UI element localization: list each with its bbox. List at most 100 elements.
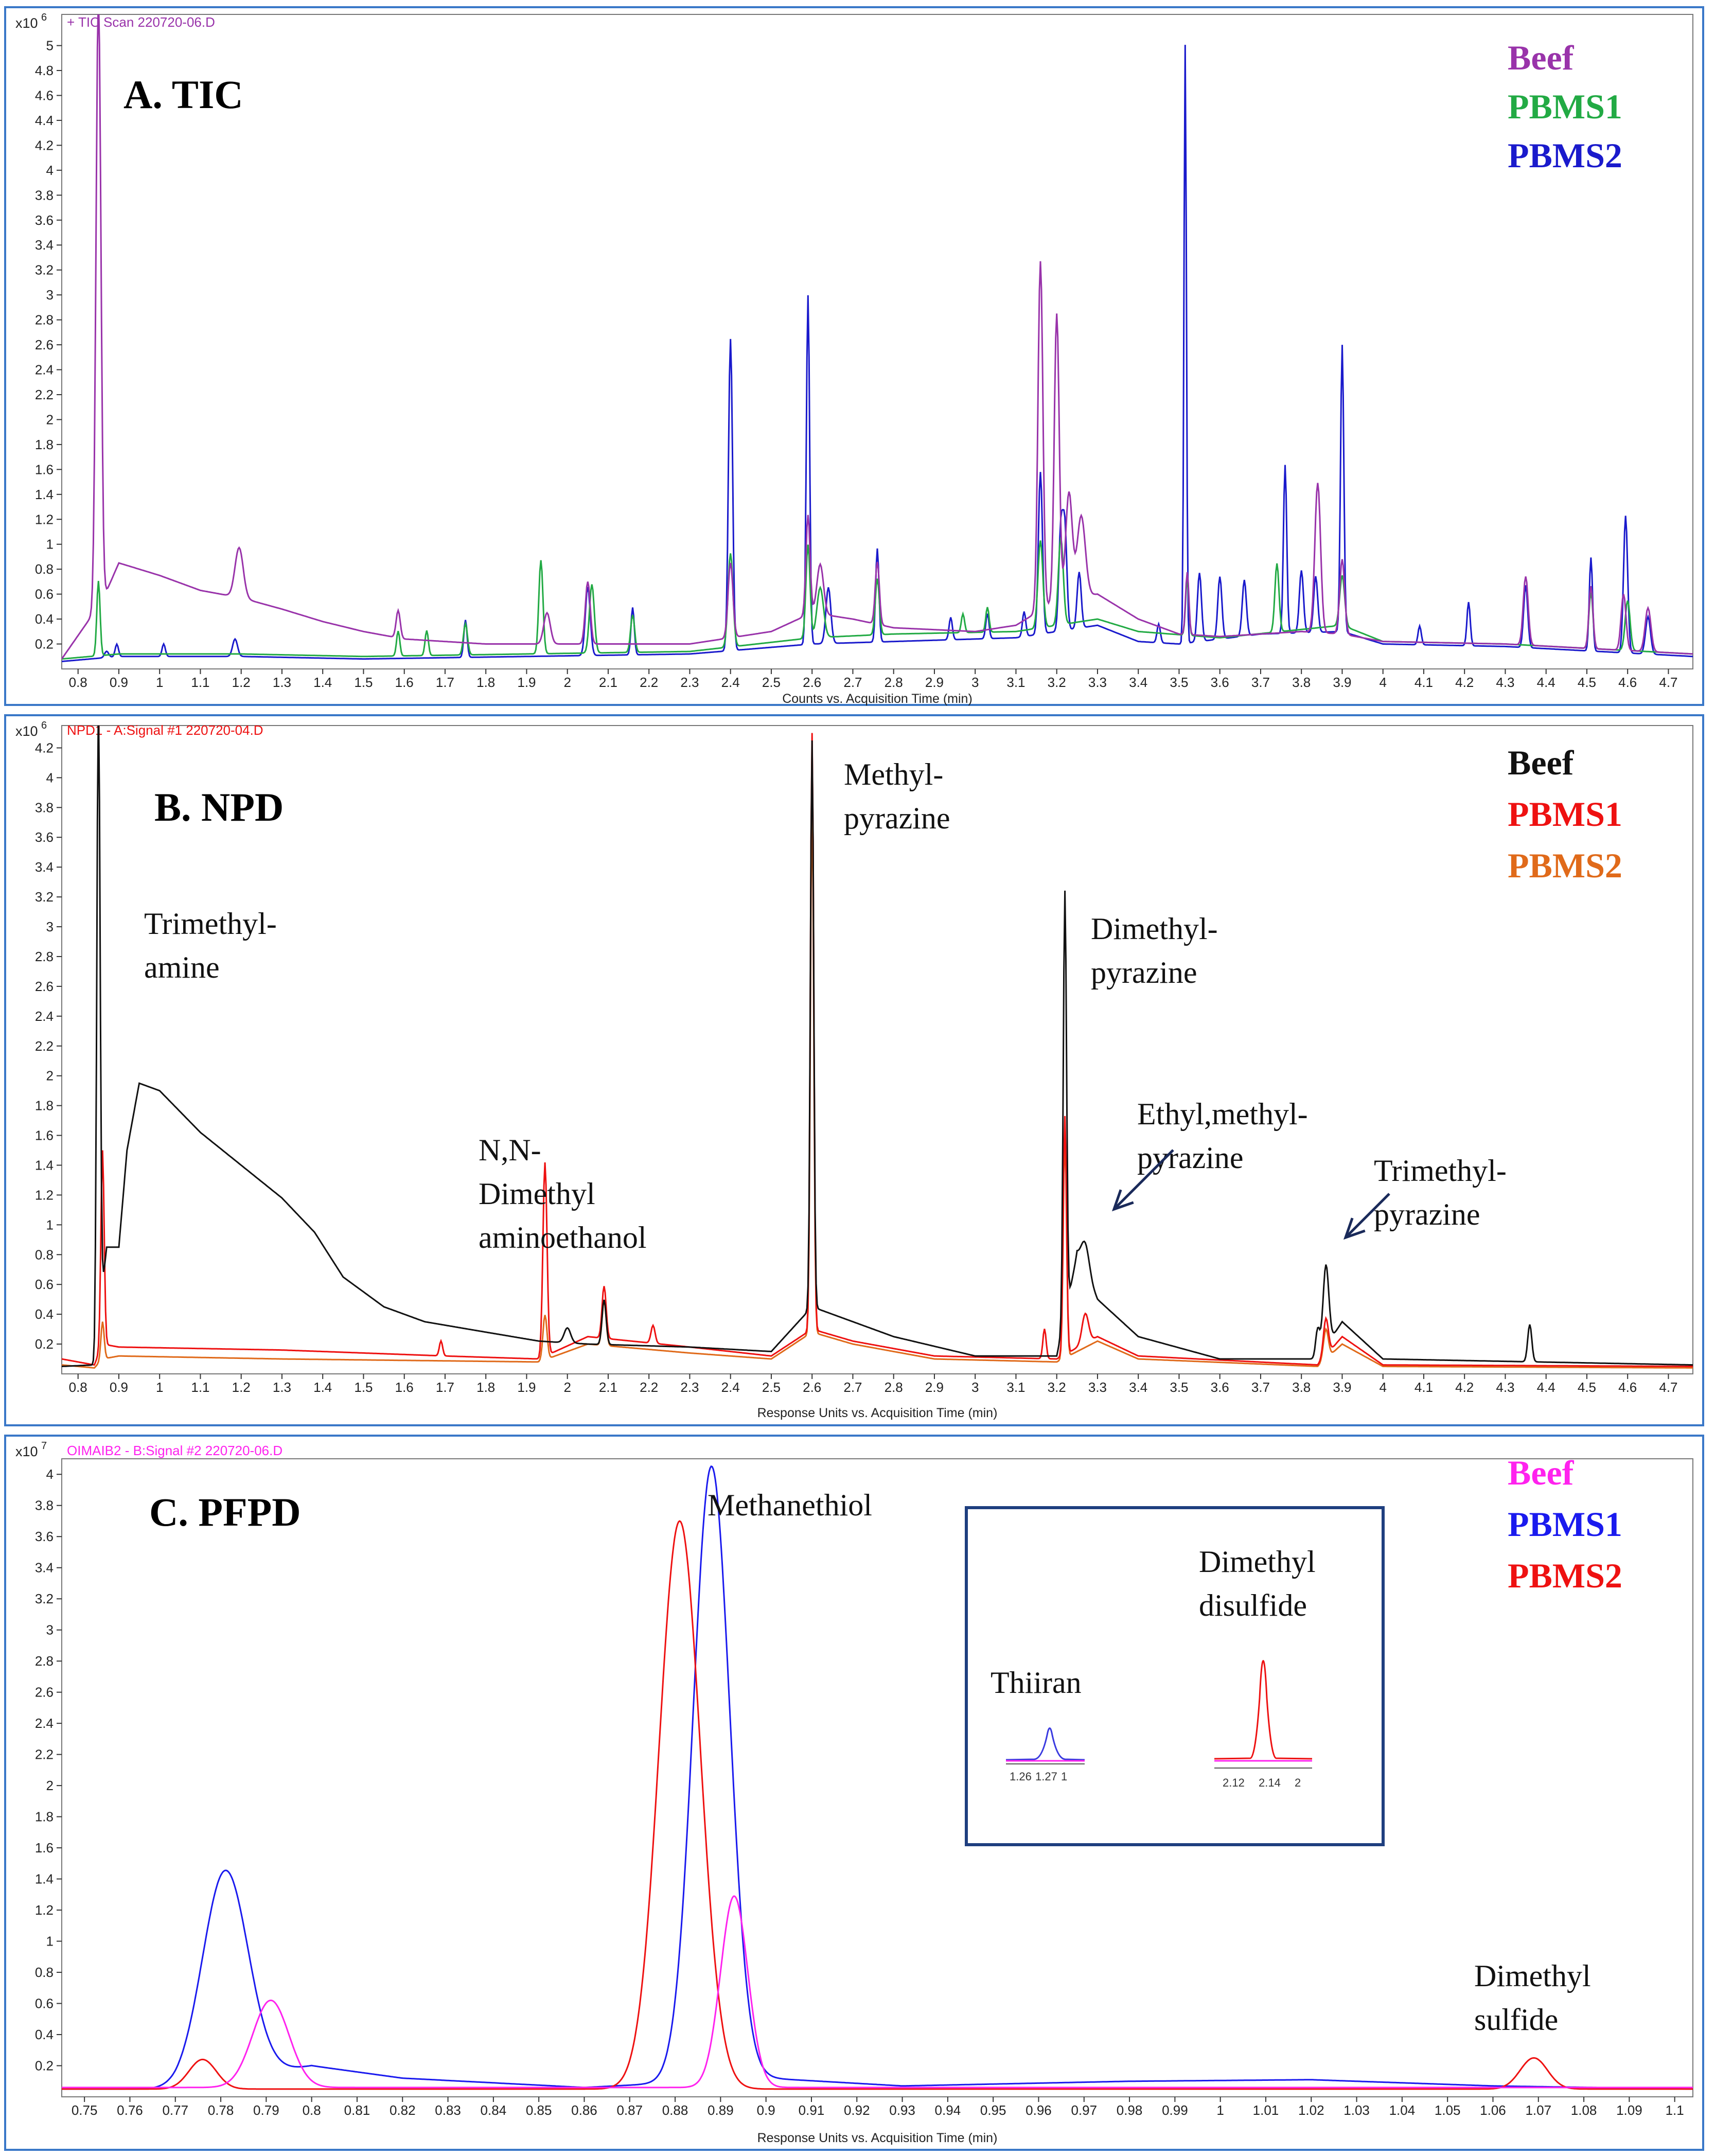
inset-tick-label: 1.27 xyxy=(1035,1770,1057,1783)
x-tick-label: 1.3 xyxy=(273,1380,291,1395)
y-tick-label: 1 xyxy=(46,537,54,552)
y-tick-label: 1.6 xyxy=(35,462,54,477)
x-tick-label: 3.3 xyxy=(1088,675,1107,690)
y-tick-label: 1.2 xyxy=(35,511,54,527)
y-tick-label: 5 xyxy=(46,38,54,54)
y-tick-label: 3.8 xyxy=(35,800,54,815)
x-tick-label: 1.5 xyxy=(354,675,373,690)
plot-area xyxy=(61,725,1693,1374)
x-tick-label: 2.7 xyxy=(843,675,862,690)
x-tick-label: 1.6 xyxy=(395,675,414,690)
series-line-beef xyxy=(62,726,1693,1367)
inset-label-dmds: disulfide xyxy=(1199,1588,1307,1622)
x-tick-label: 3.7 xyxy=(1251,675,1270,690)
y-tick-label: 3.6 xyxy=(35,213,54,228)
panel-pfpd: 0.20.40.60.811.21.41.61.822.22.42.62.833… xyxy=(4,1435,1704,2151)
x-tick-label: 4.2 xyxy=(1455,675,1474,690)
x-tick-label: 0.8 xyxy=(69,1380,87,1395)
x-tick-label: 0.86 xyxy=(571,2102,597,2118)
y-tick-label: 2.2 xyxy=(35,387,54,402)
legend-beef: Beef xyxy=(1508,743,1575,782)
file-label: NPD1 - A:Signal #1 220720-04.D xyxy=(67,722,263,738)
x-tick-label: 2.2 xyxy=(640,1380,658,1395)
peak-annotation: Methyl- xyxy=(844,757,943,791)
x-tick-label: 1.7 xyxy=(436,675,454,690)
y-tick-label: 1.6 xyxy=(35,1840,54,1855)
x-tick-label: 1.08 xyxy=(1571,2102,1597,2118)
y-tick-label: 2.2 xyxy=(35,1038,54,1054)
x-tick-label: 3.6 xyxy=(1211,675,1229,690)
y-tick-label: 2.6 xyxy=(35,337,54,352)
x-tick-label: 3.5 xyxy=(1170,675,1188,690)
x-tick-label: 3.2 xyxy=(1048,1380,1066,1395)
peak-annotation: aminoethanol xyxy=(479,1221,647,1254)
y-tick-label: 3.2 xyxy=(35,889,54,905)
x-tick-label: 1.02 xyxy=(1298,2102,1324,2118)
x-tick-label: 3.9 xyxy=(1333,675,1351,690)
inset-peak-dmds xyxy=(1214,1660,1313,1760)
x-tick-label: 2 xyxy=(563,1380,571,1395)
y-tick-label: 2.4 xyxy=(35,362,54,378)
x-tick-label: 4.1 xyxy=(1415,1380,1433,1395)
panel-tic: 0.2 0.4 0.6 0.8 1 1.2 1.4 1.6 1.8 2 2.2 2.4 2.6 2.8 3 3… xyxy=(4,6,1704,706)
x-tick-label: 0.81 xyxy=(344,2102,370,2118)
y-tick-label: 2 xyxy=(46,1778,54,1793)
legend-pbms2: PBMS2 xyxy=(1508,846,1622,885)
x-tick-label: 0.75 xyxy=(72,2102,98,2118)
x-tick-label: 3.4 xyxy=(1129,675,1147,690)
x-tick-label: 4.6 xyxy=(1618,675,1637,690)
plot-area xyxy=(61,1458,1693,2097)
x-tick-label: 1.9 xyxy=(517,1380,536,1395)
panel-frame xyxy=(4,714,1704,1426)
x-tick-label: 3 xyxy=(971,1380,979,1395)
x-tick-label: 0.9 xyxy=(110,1380,128,1395)
x-tick-label: 0.87 xyxy=(616,2102,643,2118)
y-tick-label: 2.8 xyxy=(35,312,54,328)
x-tick-label: 1.05 xyxy=(1435,2102,1461,2118)
legend-pbms1: PBMS1 xyxy=(1508,87,1622,126)
x-tick-label: 1.2 xyxy=(232,1380,251,1395)
y-tick-label: 1.2 xyxy=(35,1902,54,1918)
y-tick-label: 1.8 xyxy=(35,1098,54,1114)
legend-beef: Beef xyxy=(1508,1453,1575,1492)
y-tick-label: 0.8 xyxy=(35,1247,54,1262)
y-tick-label: 0.8 xyxy=(35,561,54,577)
x-tick-label: 2.3 xyxy=(680,675,699,690)
y-tick-label: 2 xyxy=(46,412,54,427)
y-tick-label: 0.2 xyxy=(35,637,54,652)
x-tick-label: 0.84 xyxy=(481,2102,507,2118)
inset-frame xyxy=(965,1506,1385,1846)
x-tick-label: 0.82 xyxy=(390,2102,416,2118)
x-tick-label: 4.1 xyxy=(1415,675,1433,690)
y-tick-label: 1.8 xyxy=(35,1809,54,1825)
x-tick-label: 1.8 xyxy=(476,675,495,690)
panel-title: A. TIC xyxy=(123,72,243,117)
y-tick-label: 3.2 xyxy=(35,262,54,278)
legend-pbms1: PBMS1 xyxy=(1508,794,1622,834)
x-tick-label: 1.9 xyxy=(517,675,536,690)
x-tick-label: 2.4 xyxy=(721,1380,740,1395)
file-label: + TIC Scan 220720-06.D xyxy=(67,14,215,30)
legend-pbms2: PBMS2 xyxy=(1508,1556,1622,1595)
y-tick-label: 0.4 xyxy=(35,2027,54,2042)
x-tick-label: 0.96 xyxy=(1026,2102,1052,2118)
x-axis-label: Counts vs. Acquisition Time (min) xyxy=(782,692,973,706)
y-tick-label: 3.6 xyxy=(35,829,54,845)
x-tick-label: 3 xyxy=(971,675,979,690)
x-tick-label: 0.85 xyxy=(526,2102,552,2118)
panel-title: B. NPD xyxy=(154,785,284,829)
x-tick-label: 2.8 xyxy=(885,1380,903,1395)
series-line-beef xyxy=(62,14,1693,660)
y-tick-label: 4 xyxy=(46,1466,54,1482)
x-tick-label: 2.2 xyxy=(640,675,658,690)
x-tick-label: 2.1 xyxy=(599,1380,617,1395)
arrow-shaft xyxy=(1113,1149,1174,1210)
y-tick-label: 0.2 xyxy=(35,1336,54,1352)
x-tick-label: 4 xyxy=(1379,675,1386,690)
peak-annotation: Trimethyl- xyxy=(1374,1154,1507,1188)
y-tick-label: 2.8 xyxy=(35,949,54,964)
peak-annotation: amine xyxy=(144,950,220,984)
y-tick-label: 2 xyxy=(46,1068,54,1084)
y-tick-label: 1.4 xyxy=(35,1157,54,1173)
panel-frame xyxy=(4,1435,1704,2151)
